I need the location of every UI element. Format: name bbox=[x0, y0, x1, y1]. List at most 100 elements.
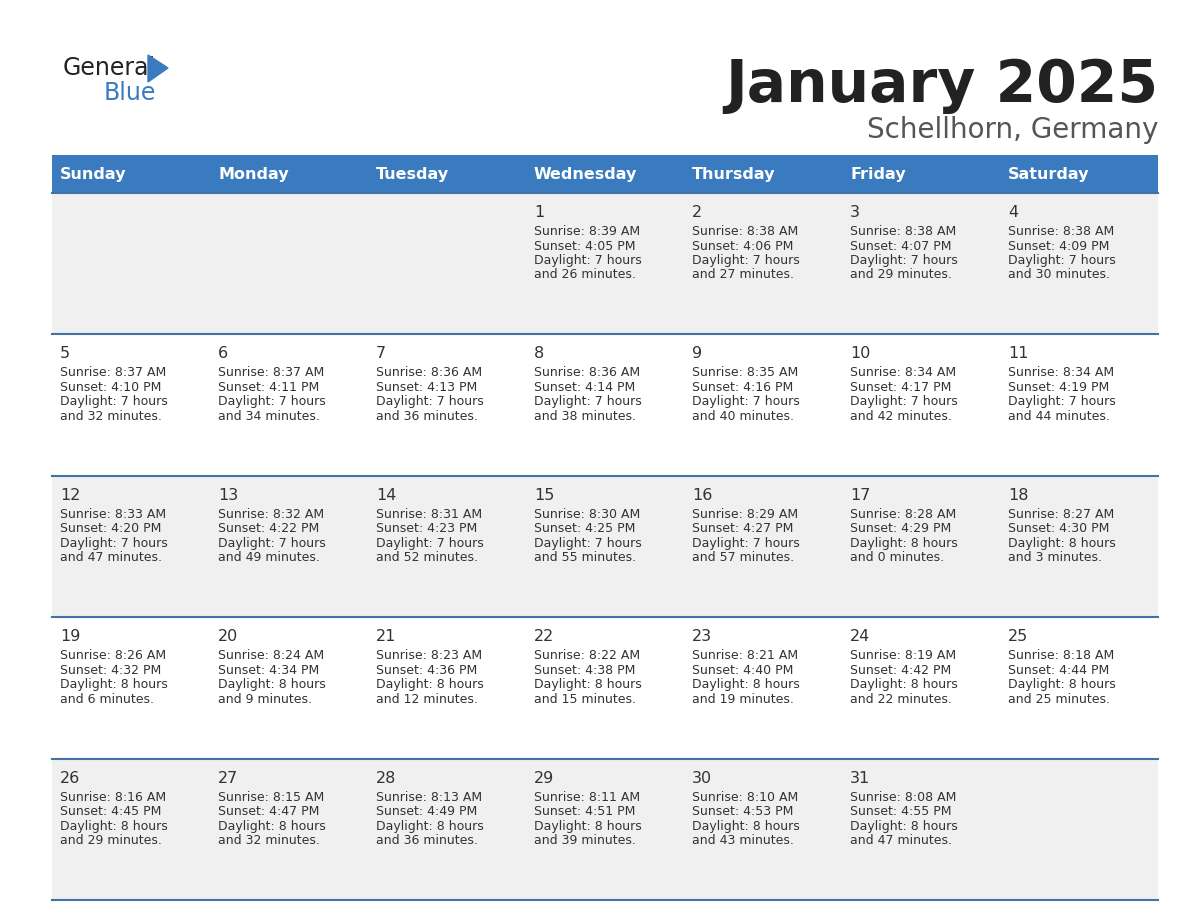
Bar bbox=[1000, 155, 1158, 193]
Text: and 6 minutes.: and 6 minutes. bbox=[61, 693, 154, 706]
Text: Daylight: 8 hours: Daylight: 8 hours bbox=[533, 678, 642, 691]
Text: Sunset: 4:51 PM: Sunset: 4:51 PM bbox=[533, 805, 636, 818]
Text: Sunset: 4:14 PM: Sunset: 4:14 PM bbox=[533, 381, 636, 394]
Text: 20: 20 bbox=[219, 629, 239, 644]
Text: 27: 27 bbox=[219, 770, 239, 786]
Text: 4: 4 bbox=[1007, 205, 1018, 220]
Text: 1: 1 bbox=[533, 205, 544, 220]
Text: Sunset: 4:09 PM: Sunset: 4:09 PM bbox=[1007, 240, 1110, 252]
Text: and 52 minutes.: and 52 minutes. bbox=[375, 552, 478, 565]
Text: Sunset: 4:11 PM: Sunset: 4:11 PM bbox=[219, 381, 320, 394]
Text: Sunset: 4:32 PM: Sunset: 4:32 PM bbox=[61, 664, 162, 677]
Text: 16: 16 bbox=[691, 487, 713, 503]
Text: Sunset: 4:19 PM: Sunset: 4:19 PM bbox=[1007, 381, 1110, 394]
Text: 2: 2 bbox=[691, 205, 702, 220]
Text: Sunrise: 8:23 AM: Sunrise: 8:23 AM bbox=[375, 649, 482, 662]
Text: Friday: Friday bbox=[849, 166, 905, 182]
Text: Sunrise: 8:10 AM: Sunrise: 8:10 AM bbox=[691, 790, 798, 803]
Text: and 40 minutes.: and 40 minutes. bbox=[691, 410, 794, 423]
Text: Daylight: 8 hours: Daylight: 8 hours bbox=[691, 678, 800, 691]
Text: Sunset: 4:42 PM: Sunset: 4:42 PM bbox=[849, 664, 952, 677]
Text: Sunset: 4:47 PM: Sunset: 4:47 PM bbox=[219, 805, 320, 818]
Text: and 57 minutes.: and 57 minutes. bbox=[691, 552, 794, 565]
Text: and 15 minutes.: and 15 minutes. bbox=[533, 693, 636, 706]
Polygon shape bbox=[148, 55, 168, 82]
Text: 9: 9 bbox=[691, 346, 702, 362]
Text: Sunrise: 8:38 AM: Sunrise: 8:38 AM bbox=[691, 225, 798, 238]
Text: Sunset: 4:49 PM: Sunset: 4:49 PM bbox=[375, 805, 478, 818]
Text: Sunset: 4:45 PM: Sunset: 4:45 PM bbox=[61, 805, 162, 818]
Text: Sunset: 4:13 PM: Sunset: 4:13 PM bbox=[375, 381, 478, 394]
Text: Thursday: Thursday bbox=[691, 166, 776, 182]
Text: 8: 8 bbox=[533, 346, 544, 362]
Text: and 44 minutes.: and 44 minutes. bbox=[1007, 410, 1110, 423]
Text: Sunrise: 8:13 AM: Sunrise: 8:13 AM bbox=[375, 790, 482, 803]
Text: and 49 minutes.: and 49 minutes. bbox=[219, 552, 320, 565]
Text: Daylight: 7 hours: Daylight: 7 hours bbox=[219, 537, 326, 550]
Text: Sunrise: 8:37 AM: Sunrise: 8:37 AM bbox=[219, 366, 324, 379]
Text: Daylight: 7 hours: Daylight: 7 hours bbox=[533, 254, 642, 267]
Text: Sunrise: 8:33 AM: Sunrise: 8:33 AM bbox=[61, 508, 166, 521]
Text: Sunset: 4:55 PM: Sunset: 4:55 PM bbox=[849, 805, 952, 818]
Text: and 25 minutes.: and 25 minutes. bbox=[1007, 693, 1110, 706]
Text: 23: 23 bbox=[691, 629, 712, 644]
Bar bbox=[52, 476, 1158, 617]
Text: Blue: Blue bbox=[105, 81, 157, 105]
Bar bbox=[52, 758, 1158, 900]
Text: Sunset: 4:34 PM: Sunset: 4:34 PM bbox=[219, 664, 320, 677]
Text: Daylight: 7 hours: Daylight: 7 hours bbox=[691, 396, 800, 409]
Text: Sunrise: 8:39 AM: Sunrise: 8:39 AM bbox=[533, 225, 640, 238]
Text: Sunset: 4:22 PM: Sunset: 4:22 PM bbox=[219, 522, 320, 535]
Text: Daylight: 8 hours: Daylight: 8 hours bbox=[849, 678, 958, 691]
Text: and 27 minutes.: and 27 minutes. bbox=[691, 268, 794, 282]
Text: Tuesday: Tuesday bbox=[375, 166, 449, 182]
Text: Sunrise: 8:31 AM: Sunrise: 8:31 AM bbox=[375, 508, 482, 521]
Text: 18: 18 bbox=[1007, 487, 1029, 503]
Bar bbox=[52, 334, 1158, 476]
Text: Sunset: 4:30 PM: Sunset: 4:30 PM bbox=[1007, 522, 1110, 535]
Text: 26: 26 bbox=[61, 770, 81, 786]
Text: Sunset: 4:07 PM: Sunset: 4:07 PM bbox=[849, 240, 952, 252]
Bar bbox=[526, 155, 684, 193]
Text: Daylight: 8 hours: Daylight: 8 hours bbox=[1007, 537, 1116, 550]
Text: Sunday: Sunday bbox=[61, 166, 126, 182]
Text: Saturday: Saturday bbox=[1007, 166, 1089, 182]
Text: Sunset: 4:44 PM: Sunset: 4:44 PM bbox=[1007, 664, 1110, 677]
Text: Sunrise: 8:19 AM: Sunrise: 8:19 AM bbox=[849, 649, 956, 662]
Text: and 32 minutes.: and 32 minutes. bbox=[61, 410, 162, 423]
Text: Sunset: 4:38 PM: Sunset: 4:38 PM bbox=[533, 664, 636, 677]
Text: Daylight: 8 hours: Daylight: 8 hours bbox=[375, 678, 484, 691]
Text: Schellhorn, Germany: Schellhorn, Germany bbox=[866, 116, 1158, 144]
Text: Sunrise: 8:36 AM: Sunrise: 8:36 AM bbox=[375, 366, 482, 379]
Text: 14: 14 bbox=[375, 487, 397, 503]
Text: Sunset: 4:29 PM: Sunset: 4:29 PM bbox=[849, 522, 952, 535]
Text: Daylight: 8 hours: Daylight: 8 hours bbox=[691, 820, 800, 833]
Text: Daylight: 7 hours: Daylight: 7 hours bbox=[375, 396, 484, 409]
Text: Sunrise: 8:26 AM: Sunrise: 8:26 AM bbox=[61, 649, 166, 662]
Text: Daylight: 7 hours: Daylight: 7 hours bbox=[849, 254, 958, 267]
Text: Sunrise: 8:18 AM: Sunrise: 8:18 AM bbox=[1007, 649, 1114, 662]
Text: and 47 minutes.: and 47 minutes. bbox=[61, 552, 162, 565]
Text: and 3 minutes.: and 3 minutes. bbox=[1007, 552, 1102, 565]
Text: Sunrise: 8:22 AM: Sunrise: 8:22 AM bbox=[533, 649, 640, 662]
Text: and 26 minutes.: and 26 minutes. bbox=[533, 268, 636, 282]
Text: 15: 15 bbox=[533, 487, 555, 503]
Text: Daylight: 8 hours: Daylight: 8 hours bbox=[61, 820, 168, 833]
Text: January 2025: January 2025 bbox=[725, 57, 1158, 114]
Text: and 29 minutes.: and 29 minutes. bbox=[849, 268, 952, 282]
Text: and 42 minutes.: and 42 minutes. bbox=[849, 410, 952, 423]
Text: Daylight: 7 hours: Daylight: 7 hours bbox=[1007, 254, 1116, 267]
Text: Daylight: 8 hours: Daylight: 8 hours bbox=[375, 820, 484, 833]
Text: Sunrise: 8:32 AM: Sunrise: 8:32 AM bbox=[219, 508, 324, 521]
Text: Sunset: 4:40 PM: Sunset: 4:40 PM bbox=[691, 664, 794, 677]
Text: Monday: Monday bbox=[219, 166, 289, 182]
Text: and 36 minutes.: and 36 minutes. bbox=[375, 410, 478, 423]
Text: Daylight: 8 hours: Daylight: 8 hours bbox=[219, 820, 326, 833]
Bar bbox=[52, 617, 1158, 758]
Text: Daylight: 7 hours: Daylight: 7 hours bbox=[691, 537, 800, 550]
Text: Sunrise: 8:30 AM: Sunrise: 8:30 AM bbox=[533, 508, 640, 521]
Text: Daylight: 7 hours: Daylight: 7 hours bbox=[1007, 396, 1116, 409]
Text: Daylight: 8 hours: Daylight: 8 hours bbox=[849, 537, 958, 550]
Text: Sunrise: 8:35 AM: Sunrise: 8:35 AM bbox=[691, 366, 798, 379]
Text: and 34 minutes.: and 34 minutes. bbox=[219, 410, 320, 423]
